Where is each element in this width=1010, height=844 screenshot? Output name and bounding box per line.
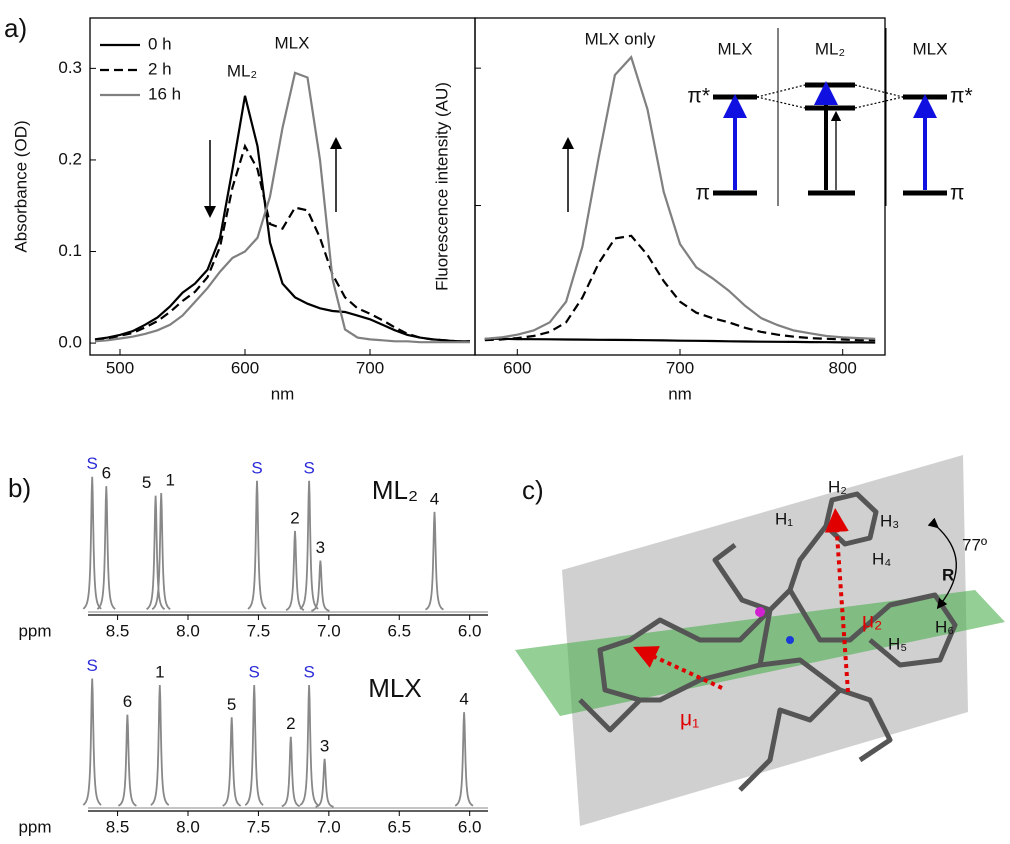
x-tick-label: 8.5 (106, 621, 130, 640)
y-tick-label: 0.3 (58, 58, 82, 77)
x-axis-label: nm (271, 384, 295, 403)
x-tick-label: 8.5 (106, 817, 130, 836)
x-tick-label: 7.0 (317, 817, 341, 836)
angle-label: 77º (962, 535, 987, 554)
x-axis-label: ppm (18, 817, 51, 836)
spectrum-title: MLX (368, 673, 421, 703)
x-tick-label: 7.5 (247, 621, 271, 640)
dipole-label: μ₁ (680, 708, 699, 731)
energy-diagram: MLX ML₂ MLX π* π π* π (687, 28, 972, 206)
x-tick-label: 700 (666, 358, 694, 377)
peak-label: 2 (286, 714, 295, 733)
peak-label: S (249, 662, 260, 681)
peak (248, 481, 266, 609)
series-line (95, 146, 470, 341)
series-line (485, 57, 875, 339)
peak-label: S (303, 458, 314, 477)
x-tick-label: 6.0 (458, 621, 482, 640)
plot-frame (475, 18, 885, 355)
atom-label: H₃ (880, 511, 899, 530)
peak (223, 717, 241, 806)
panel-label: b) (8, 473, 31, 503)
level-label: π (950, 182, 965, 205)
peak (245, 685, 263, 805)
peak-label: 1 (155, 662, 164, 681)
annotation: MLX only (585, 29, 656, 48)
peak-label: 4 (459, 690, 468, 709)
level-label: π (696, 182, 711, 205)
panel-label: a) (4, 13, 27, 43)
atom-label: H₆ (935, 617, 954, 636)
x-tick-label: 8.0 (176, 817, 200, 836)
atom-label: R (942, 565, 954, 584)
x-tick-label: 700 (356, 358, 384, 377)
peak-label: 5 (142, 473, 151, 492)
peak (83, 477, 101, 609)
peak-label: 1 (166, 470, 175, 489)
peak-label: S (87, 656, 98, 675)
y-tick-label: 0.2 (58, 149, 82, 168)
x-tick-label: 600 (231, 358, 259, 377)
peak-label: 3 (316, 538, 325, 557)
peak-label: 4 (430, 489, 439, 508)
molecule-view: H₁ H₂ H₃ H₄ H₅ H₆ R μ₁ μ₂ 77º (515, 455, 1005, 826)
peak-label: 2 (290, 508, 299, 527)
annotation: ML₂ (227, 61, 257, 80)
peak (455, 712, 473, 806)
atom-label: H₁ (775, 509, 793, 528)
x-tick-label: 8.0 (176, 621, 200, 640)
annotation: MLX (275, 33, 310, 52)
x-tick-label: 500 (106, 358, 134, 377)
peak (426, 512, 444, 610)
x-tick-label: 6.5 (387, 817, 411, 836)
x-tick-label: 800 (829, 358, 857, 377)
peak (97, 486, 115, 609)
column-label: MLX (718, 39, 753, 58)
column-label: MLX (913, 39, 948, 58)
peak-label: S (251, 458, 262, 477)
x-tick-label: 7.5 (247, 817, 271, 836)
legend-label: 0 h (148, 34, 172, 53)
peak (282, 737, 300, 807)
peak (151, 685, 169, 805)
peak (118, 715, 136, 806)
peak-label: S (87, 454, 98, 473)
peak-label: 6 (102, 464, 111, 483)
peak-label: 3 (320, 736, 329, 755)
peak (316, 759, 334, 807)
x-tick-label: 7.0 (317, 621, 341, 640)
peak-label: S (303, 662, 314, 681)
x-tick-label: 6.5 (387, 621, 411, 640)
peak (286, 531, 304, 610)
atom-label: H₄ (872, 549, 891, 568)
spectrum-title: ML₂ (372, 475, 418, 505)
y-axis-label: Fluorescence intensity (AU) (432, 82, 451, 291)
peak (300, 685, 318, 805)
figure: a) b) c) MLX ML₂ MLX π* π π* π (0, 0, 1010, 844)
peak-label: 6 (123, 692, 132, 711)
atom-label: H₅ (888, 634, 907, 653)
panel-label: c) (522, 475, 544, 505)
y-tick-label: 0.0 (58, 333, 82, 352)
atom-label: H₂ (828, 477, 847, 496)
x-tick-label: 6.0 (458, 817, 482, 836)
y-axis-label: Absorbance (OD) (11, 120, 30, 252)
x-tick-label: 600 (503, 358, 531, 377)
column-label: ML₂ (815, 39, 845, 58)
level-label: π* (950, 85, 973, 108)
x-axis-label: nm (668, 384, 692, 403)
peak-label: 5 (227, 695, 236, 714)
legend-label: 2 h (148, 59, 172, 78)
series-line (95, 73, 470, 342)
legend-label: 16 h (148, 84, 181, 103)
y-tick-label: 0.1 (58, 241, 82, 260)
level-label: π* (687, 85, 710, 108)
peak (83, 679, 101, 805)
dipole-label: μ₂ (862, 610, 882, 633)
x-axis-label: ppm (18, 621, 51, 640)
